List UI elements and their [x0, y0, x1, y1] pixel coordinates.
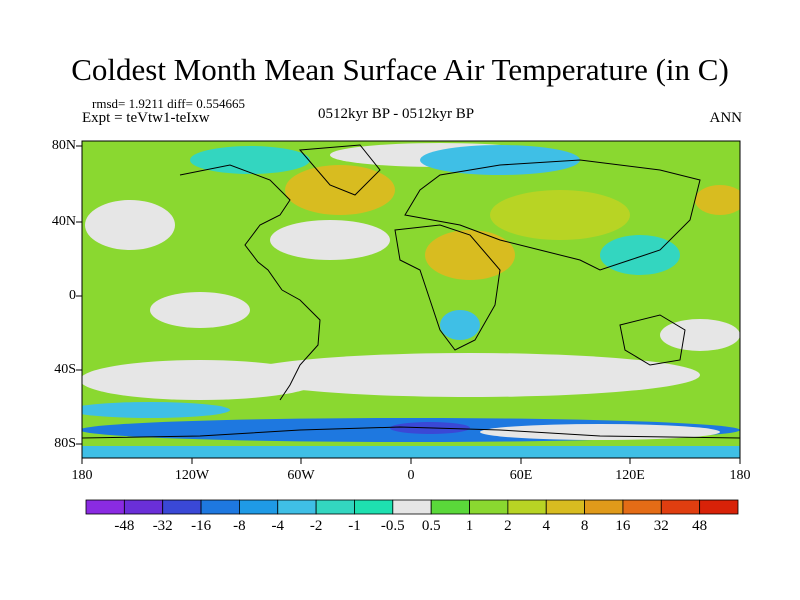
colorbar-swatch	[354, 499, 394, 515]
colorbar-swatch	[239, 499, 279, 515]
field-warm-greenland	[285, 165, 395, 215]
field-cold-siberia	[420, 145, 580, 175]
figure-title: Coldest Month Mean Surface Air Temperatu…	[71, 52, 729, 87]
colorbar-label: 16	[615, 518, 631, 534]
colorbar-swatch	[85, 499, 125, 515]
temperature-field	[82, 141, 740, 458]
coast-africa	[394, 224, 501, 351]
colorbar-swatch	[699, 499, 739, 515]
field-grey-north-atlantic	[270, 220, 390, 260]
colorbar-swatch	[123, 499, 164, 515]
colorbar-label: -8	[233, 518, 246, 534]
lat-tick-80n: 80N	[51, 138, 76, 153]
colorbar-label: 32	[653, 518, 669, 534]
coast-eurasia	[404, 159, 701, 271]
lon-tick-120e: 120E	[615, 468, 645, 483]
colorbar-label: 2	[504, 518, 512, 534]
colorbar-label: 48	[692, 518, 708, 534]
field-grey-east-antarctica	[480, 424, 720, 440]
lat-tick-40n: 40N	[51, 214, 76, 229]
colorbar-swatch	[507, 499, 547, 515]
colorbar	[85, 499, 739, 515]
lon-tick-120w: 120W	[174, 468, 210, 483]
colorbar-label: 0.5	[421, 518, 441, 534]
season-label: ANN	[709, 110, 743, 126]
lon-tick-180-west: 180	[71, 468, 93, 483]
coast-antarctica	[82, 426, 740, 439]
colorbar-label: 1	[465, 518, 474, 534]
colorbar-swatch	[430, 499, 470, 515]
colorbar-swatch	[622, 499, 662, 515]
lat-tick-40s: 40S	[54, 362, 76, 377]
colorbar-swatch	[162, 499, 202, 515]
coastlines	[82, 144, 740, 439]
coast-greenland	[298, 144, 381, 196]
colorbar-swatch	[660, 499, 701, 515]
colorbar-swatch	[545, 499, 585, 515]
field-grey-north-pacific	[85, 200, 175, 250]
field-grey-east-pacific	[150, 292, 250, 328]
stats-label: rmsd= 1.9211 diff= 0.554665	[92, 96, 245, 111]
coast-north-america	[179, 164, 291, 291]
colorbar-label: -2	[309, 518, 323, 534]
lon-tick-60e: 60E	[509, 468, 533, 483]
field-grey-south-pacific	[82, 360, 320, 400]
lon-tick-60w: 60W	[287, 468, 315, 483]
colorbar-label: 4	[542, 518, 550, 534]
field-cold-east-asia	[600, 235, 680, 275]
colorbar-label: -1	[348, 518, 361, 534]
field-grey-south-ocean	[240, 353, 700, 397]
colorbar-swatch	[277, 499, 317, 515]
colorbar-swatch	[584, 499, 624, 515]
colorbar-swatch	[469, 499, 509, 515]
colorbar-swatch	[315, 499, 355, 515]
field-warm-asia	[490, 190, 630, 240]
coast-australia	[619, 314, 686, 366]
lon-tick-180-east: 180	[729, 468, 751, 483]
field-cold-ross-sea	[82, 402, 230, 418]
colorbar-label: -48	[114, 518, 135, 534]
field-warm-north-africa	[425, 230, 515, 280]
field-warm-nw-pacific	[695, 185, 740, 215]
colorbar-label: 8	[580, 518, 589, 534]
period-label: 0512kyr BP - 0512kyr BP	[318, 106, 475, 122]
colorbar-swatch	[200, 499, 240, 515]
colorbar-label: -0.5	[380, 518, 405, 534]
colorbar-label: -4	[271, 518, 285, 534]
colorbar-swatch	[392, 499, 432, 515]
field-cold-africa	[440, 310, 480, 340]
lon-tick-0: 0	[407, 468, 415, 483]
axis-ticks	[76, 145, 741, 464]
lat-tick-0: 0	[69, 288, 76, 303]
field-grey-sw-pacific	[660, 319, 740, 351]
colorbar-label: -16	[191, 518, 212, 534]
coast-south-america	[279, 289, 321, 401]
colorbar-label: -32	[152, 518, 173, 534]
experiment-label: Expt = teVtw1-teIxw	[82, 110, 210, 126]
field-antarctic-interior	[82, 446, 740, 458]
lat-tick-80s: 80S	[54, 436, 76, 451]
